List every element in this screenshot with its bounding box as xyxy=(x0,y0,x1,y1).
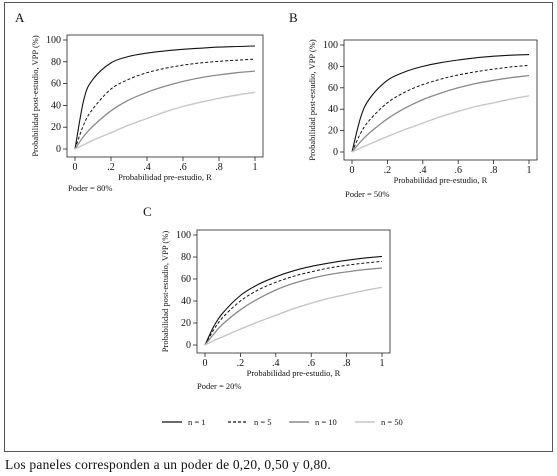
x-tick-label: .2 xyxy=(237,358,245,369)
x-tick-label: 1 xyxy=(380,358,385,369)
x-tick-label: .2 xyxy=(384,165,392,176)
figure-caption: Los paneles corresponden a un poder de 0… xyxy=(5,457,331,472)
series-line-n10 xyxy=(74,70,256,150)
y-tick-label: 20 xyxy=(328,126,338,137)
panel-label: B xyxy=(289,10,298,25)
series-line-n50 xyxy=(351,95,530,153)
power-label: Poder = 50% xyxy=(345,189,389,199)
y-tick-label: 0 xyxy=(56,144,61,155)
y-tick-label: 100 xyxy=(176,230,191,241)
x-tick-label: .6 xyxy=(454,165,462,176)
x-tick-label: 1 xyxy=(527,165,532,176)
y-tick-label: 80 xyxy=(328,61,338,72)
x-tick-label: 0 xyxy=(73,162,78,173)
panel-label: A xyxy=(15,10,25,25)
y-tick-label: 80 xyxy=(51,57,61,68)
x-axis-label: Probabilidad pre-estudio, R xyxy=(247,368,341,378)
x-tick-label: .2 xyxy=(107,162,115,173)
y-axis-label: Probabilidad post-estudio, VPP (%) xyxy=(307,39,317,161)
y-tick-label: 40 xyxy=(181,296,191,307)
y-axis-label: Probabilidad post-estudio, VPP (%) xyxy=(160,231,170,353)
series-line-n1 xyxy=(204,255,383,346)
series-line-n50 xyxy=(74,91,256,150)
legend-label: n = 1 xyxy=(188,417,206,427)
y-tick-label: 20 xyxy=(181,318,191,329)
x-tick-label: .4 xyxy=(272,358,280,369)
figure-frame xyxy=(4,2,553,452)
y-tick-label: 60 xyxy=(181,274,191,285)
x-tick-label: .4 xyxy=(419,165,427,176)
x-tick-label: .6 xyxy=(179,162,187,173)
chart-panel-a: 0 20 40 60 80 100 0 .2 .4 .6 .8 1 Probabilidad pre-e… xyxy=(15,10,264,193)
series-line-n5 xyxy=(74,58,256,150)
y-tick-label: 40 xyxy=(51,100,61,111)
x-tick-label: 1 xyxy=(253,162,258,173)
x-tick-label: .6 xyxy=(307,358,315,369)
y-tick-label: 100 xyxy=(323,40,338,51)
power-label: Poder = 80% xyxy=(68,183,112,193)
chart-panel-b: 0 20 40 60 80 100 0 .2 .4 .6 .8 1 Probabilidad pre-e… xyxy=(289,10,538,199)
x-tick-label: .8 xyxy=(215,162,223,173)
series-line-n1 xyxy=(74,45,256,150)
y-tick-label: 60 xyxy=(328,83,338,94)
legend: n = 1 n = 5 n = 10 n = 50 xyxy=(162,417,403,427)
x-tick-label: .8 xyxy=(490,165,498,176)
y-tick-label: 0 xyxy=(186,340,191,351)
series-line-n5 xyxy=(351,64,530,153)
y-tick-label: 40 xyxy=(328,104,338,115)
y-tick-label: 0 xyxy=(333,147,338,158)
x-tick-label: 0 xyxy=(350,165,355,176)
legend-label: n = 5 xyxy=(254,417,272,427)
x-axis-label: Probabilidad pre-estudio, R xyxy=(118,172,212,182)
series-line-n50 xyxy=(204,286,383,346)
x-axis-label: Probabilidad pre-estudio, R xyxy=(394,175,488,185)
legend-label: n = 10 xyxy=(315,417,337,427)
y-tick-label: 80 xyxy=(181,252,191,263)
y-tick-label: 60 xyxy=(51,79,61,90)
series-line-n1 xyxy=(351,54,530,153)
y-axis-label: Probabilidad post-estudio, VPP (%) xyxy=(30,35,40,157)
series-line-n10 xyxy=(204,267,383,346)
y-tick-label: 100 xyxy=(46,35,61,46)
x-tick-label: .8 xyxy=(343,358,351,369)
series-line-n10 xyxy=(351,74,530,153)
panel-label: C xyxy=(143,204,152,219)
y-tick-label: 20 xyxy=(51,122,61,133)
chart-panel-c: 0 20 40 60 80 100 0 .2 .4 .6 .8 1 Probabilidad pre-e… xyxy=(143,204,391,391)
x-tick-label: 0 xyxy=(203,358,208,369)
power-label: Poder = 20% xyxy=(197,381,241,391)
x-tick-label: .4 xyxy=(143,162,151,173)
legend-label: n = 50 xyxy=(381,417,403,427)
series-line-n5 xyxy=(204,260,383,346)
